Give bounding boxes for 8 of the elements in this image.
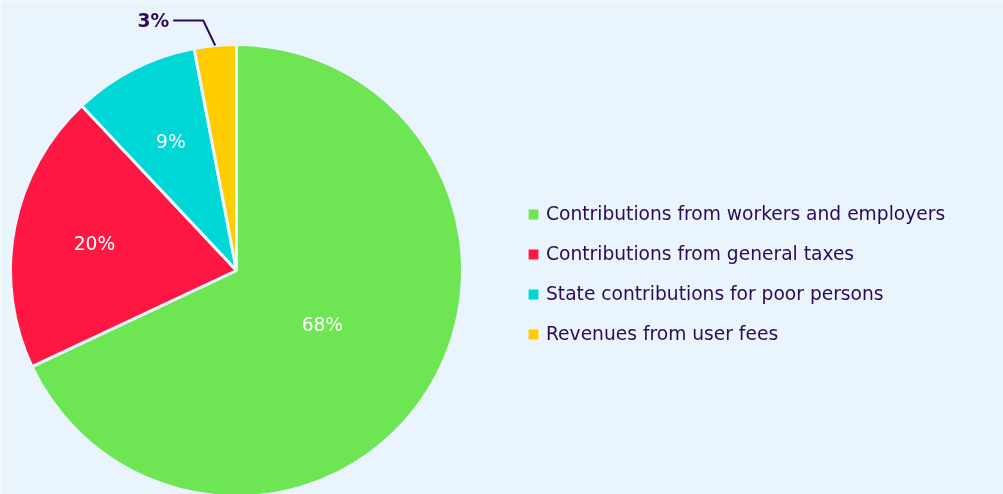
legend-label: Contributions from general taxes bbox=[546, 243, 855, 264]
data-label: 68% bbox=[301, 314, 344, 336]
legend-label: Revenues from user fees bbox=[546, 323, 779, 344]
data-label: 3% bbox=[137, 10, 170, 31]
data-label: 20% bbox=[73, 232, 116, 254]
data-label: 9% bbox=[156, 131, 186, 153]
legend-label: State contributions for poor persons bbox=[546, 283, 884, 304]
legend-label: Contributions from workers and employers bbox=[546, 203, 946, 224]
